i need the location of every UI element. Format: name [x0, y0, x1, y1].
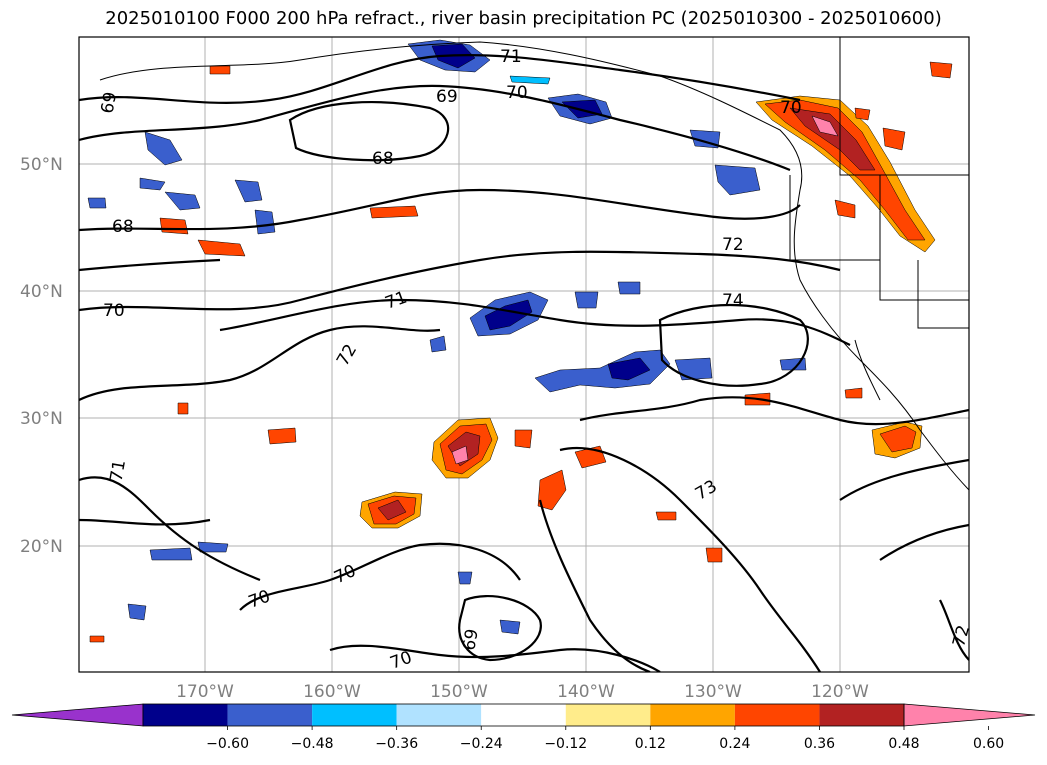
colorbar-cell — [565, 704, 651, 726]
contour-label: 72 — [949, 623, 974, 649]
colorbar-tick-label: −0.48 — [291, 736, 334, 752]
colorbar-cell — [481, 704, 566, 726]
contour-label: 70 — [780, 98, 802, 118]
contour-label: 74 — [722, 291, 744, 311]
lon-label-130w: 130°W — [684, 682, 742, 702]
colorbar-tick-label: −0.36 — [375, 736, 418, 752]
colorbar-outline — [142, 703, 905, 727]
colorbar-cells — [11, 703, 1036, 727]
colorbar-cell — [734, 704, 820, 726]
refractivity-contours — [79, 53, 969, 672]
coastlines — [99, 37, 969, 491]
colorbar-cell — [227, 704, 313, 726]
map-panel — [79, 37, 969, 672]
colorbar-tick-label: 0.48 — [888, 736, 919, 752]
contour-label: 72 — [722, 235, 744, 255]
lon-label-150w: 150°W — [430, 682, 488, 702]
lat-label-50n: 50°N — [20, 155, 63, 175]
colorbar-cell — [312, 704, 397, 726]
contour-label: 71 — [107, 458, 130, 483]
contour-label: 70 — [103, 301, 125, 321]
lat-label-40n: 40°N — [20, 282, 63, 302]
map-title: 2025010100 F000 200 hPa refract., river … — [105, 8, 942, 29]
colorbar-extend-low — [11, 703, 144, 727]
lon-label-170w: 170°W — [176, 682, 234, 702]
colorbar-ticks: −0.60 −0.48 −0.36 −0.24 −0.12 0.12 0.24 0.36 0.4… — [206, 726, 1004, 752]
colorbar-tick-label: 0.60 — [973, 736, 1004, 752]
colorbar-cell — [143, 704, 228, 726]
lon-label-160w: 160°W — [303, 682, 361, 702]
colorbar-tick-label: −0.12 — [544, 736, 587, 752]
contour-label: 69 — [436, 87, 458, 107]
colorbar-cell — [819, 704, 904, 726]
colorbar-extend-high — [903, 703, 1036, 727]
contour-label: 69 — [98, 90, 121, 115]
colorbar-tick-label: −0.60 — [206, 736, 249, 752]
precip-pc-shading — [87, 39, 953, 643]
colorbar-cell — [650, 704, 735, 726]
map-frame — [78, 36, 970, 673]
lon-label-140w: 140°W — [557, 682, 615, 702]
colorbar-tick-label: 0.36 — [804, 736, 835, 752]
lon-label-120w: 120°W — [811, 682, 869, 702]
contour-label: 68 — [372, 149, 394, 169]
contour-label-group: 71 70 69 69 68 70 68 72 71 70 74 72 73 7… — [98, 47, 975, 674]
contour-label: 69 — [459, 627, 482, 652]
lat-label-20n: 20°N — [20, 537, 63, 557]
contour-label: 70 — [506, 83, 528, 103]
colorbar-tick-label: 0.12 — [635, 736, 666, 752]
contour-label: 71 — [500, 47, 522, 67]
contour-label: 68 — [112, 217, 134, 237]
colorbar-tick-label: 0.24 — [719, 736, 750, 752]
colorbar: −0.60 −0.48 −0.36 −0.24 −0.12 0.12 0.24 0.36 0.4… — [11, 703, 1036, 752]
colorbar-cell — [396, 704, 482, 726]
lat-label-30n: 30°N — [20, 409, 63, 429]
colorbar-tick-label: −0.24 — [460, 736, 503, 752]
